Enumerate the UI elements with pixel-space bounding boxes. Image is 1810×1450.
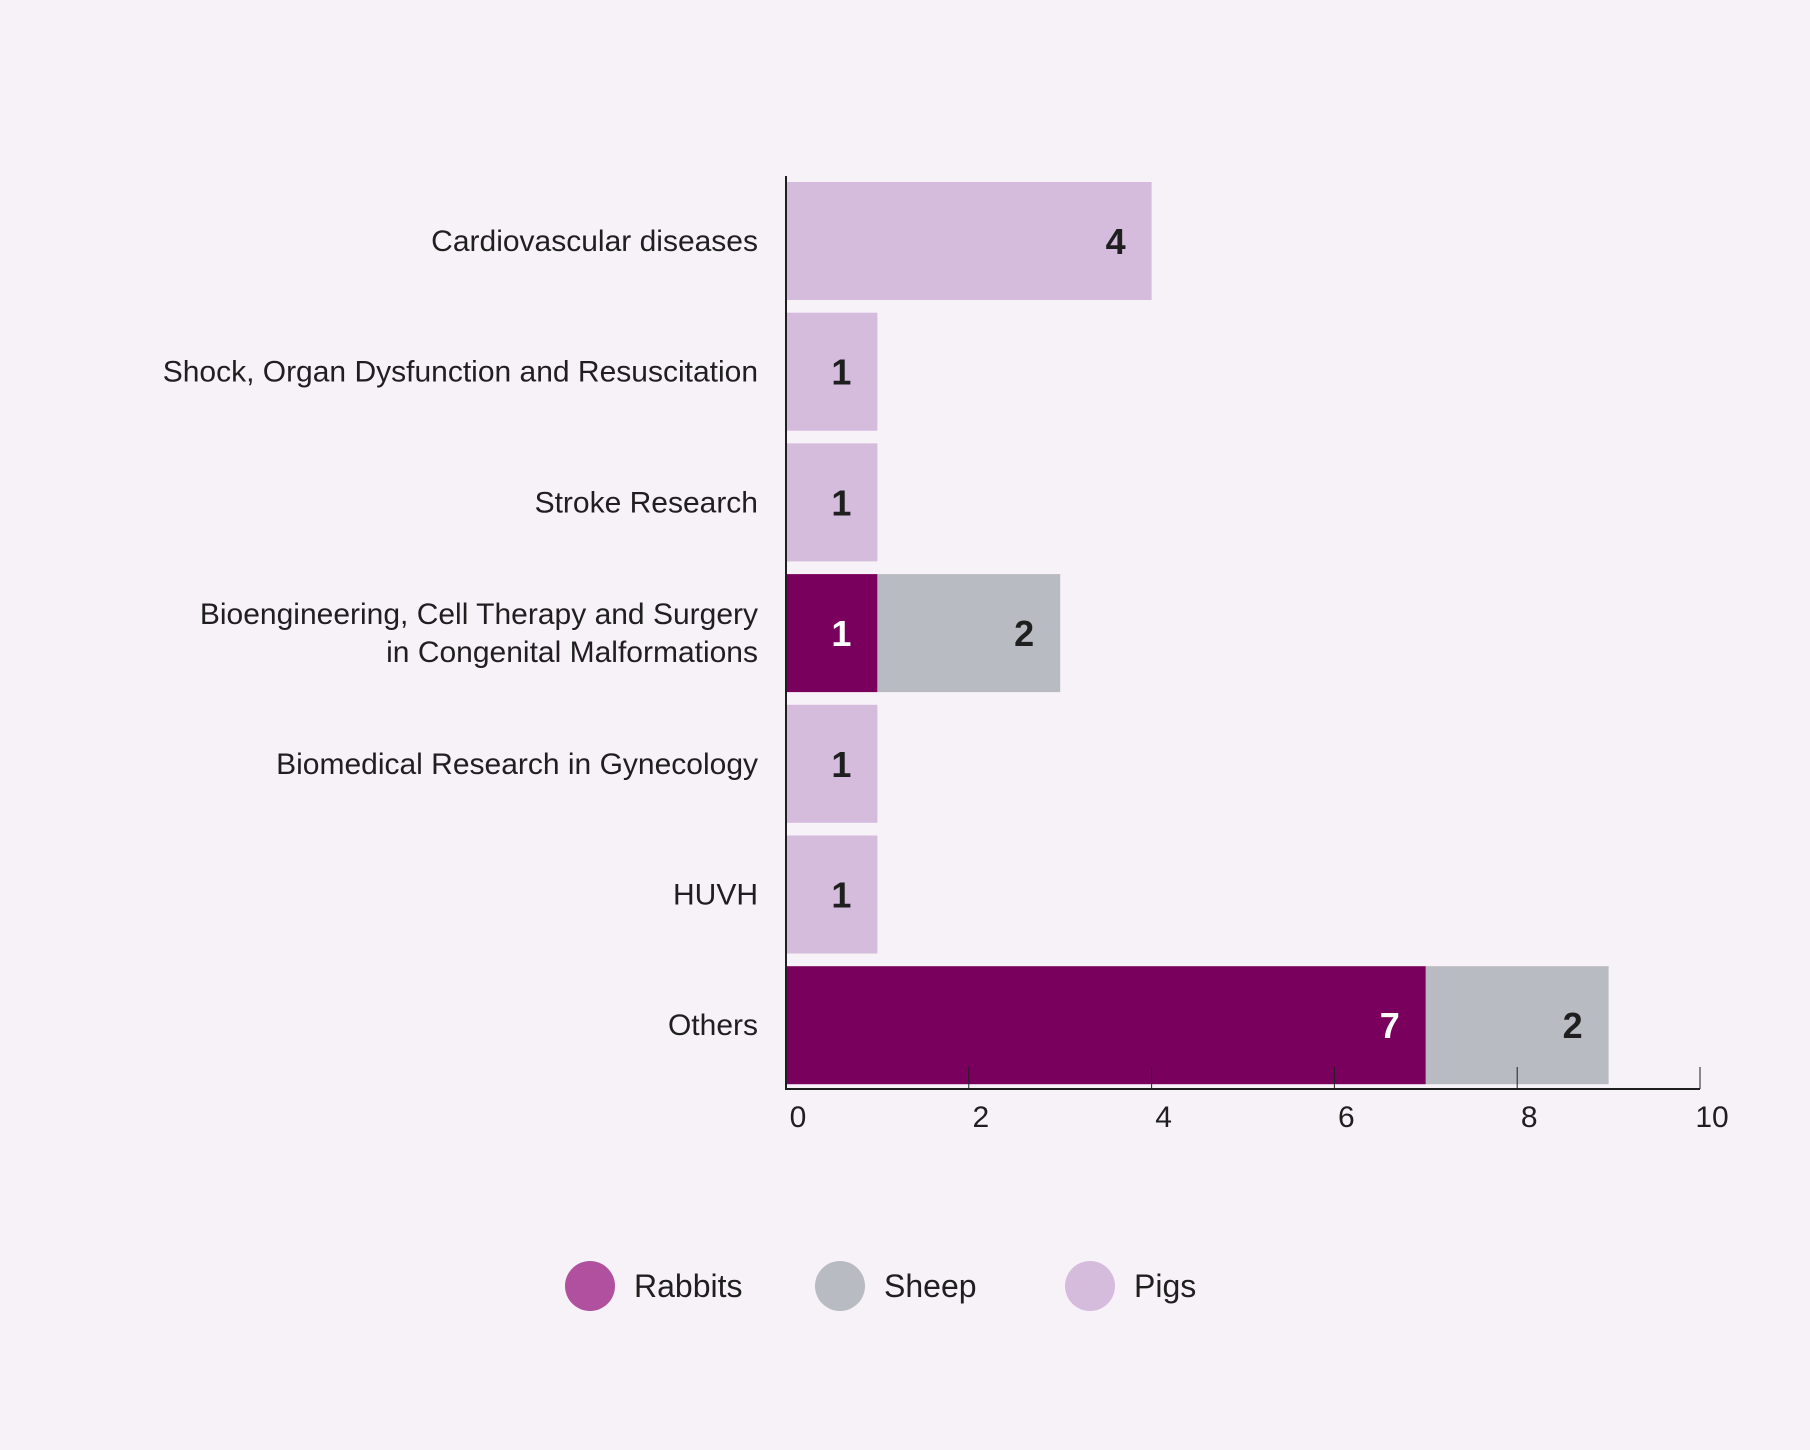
value-label-sheep-3: 2 — [1014, 613, 1034, 654]
bar-sheep-6 — [1425, 966, 1609, 1085]
legend-label-rabbits: Rabbits — [634, 1268, 743, 1304]
x-tick-label-8: 8 — [1521, 1101, 1538, 1134]
category-label-3-line-1: in Congenital Malformations — [386, 636, 758, 669]
value-label-pigs-1: 1 — [831, 352, 851, 393]
bar-pigs-2 — [786, 443, 878, 562]
category-labels: Cardiovascular diseases Shock, Organ Dysf… — [163, 225, 758, 1042]
category-label-2: Stroke Research — [535, 486, 758, 519]
x-tick-label-6: 6 — [1338, 1101, 1355, 1134]
x-tick-label-2: 2 — [972, 1101, 989, 1134]
legend-swatch-rabbits — [565, 1261, 615, 1311]
legend-label-pigs: Pigs — [1134, 1268, 1196, 1304]
legend-swatch-pigs — [1065, 1261, 1115, 1311]
category-label-5: HUVH — [673, 879, 758, 912]
category-label-6: Others — [668, 1009, 758, 1042]
value-label-pigs-4: 1 — [831, 744, 851, 785]
bar-sheep-3 — [877, 574, 1061, 693]
x-tick-label-0: 0 — [790, 1101, 807, 1134]
x-tick-label-10: 10 — [1695, 1101, 1728, 1134]
category-label-4: Biomedical Research in Gynecology — [276, 748, 758, 781]
bar-pigs-0 — [786, 182, 1152, 300]
bars-layer — [786, 182, 1609, 1085]
x-axis-ticks: 0 2 4 6 8 10 — [785, 1067, 1729, 1134]
value-label-sheep-6: 2 — [1563, 1005, 1583, 1046]
value-label-pigs-5: 1 — [831, 875, 851, 916]
legend-swatch-sheep — [815, 1261, 865, 1311]
bar-rabbits-6 — [786, 966, 1426, 1085]
value-labels: 4 1 1 1 2 1 1 7 2 — [831, 221, 1582, 1046]
value-label-pigs-2: 1 — [831, 482, 851, 523]
legend: Rabbits Sheep Pigs — [565, 1261, 1196, 1311]
x-tick-label-4: 4 — [1155, 1101, 1172, 1134]
bar-pigs-4 — [786, 704, 878, 823]
value-label-rabbits-3: 1 — [831, 613, 851, 654]
bar-rabbits-3 — [786, 574, 878, 693]
bar-pigs-5 — [786, 835, 878, 954]
legend-label-sheep: Sheep — [884, 1268, 977, 1304]
value-label-pigs-0: 4 — [1106, 221, 1126, 262]
category-label-1: Shock, Organ Dysfunction and Resuscitati… — [163, 356, 758, 389]
bar-pigs-1 — [786, 312, 878, 431]
category-label-3-line-0: Bioengineering, Cell Therapy and Surgery — [200, 598, 758, 631]
category-label-0: Cardiovascular diseases — [431, 225, 758, 258]
value-label-rabbits-6: 7 — [1380, 1005, 1400, 1046]
